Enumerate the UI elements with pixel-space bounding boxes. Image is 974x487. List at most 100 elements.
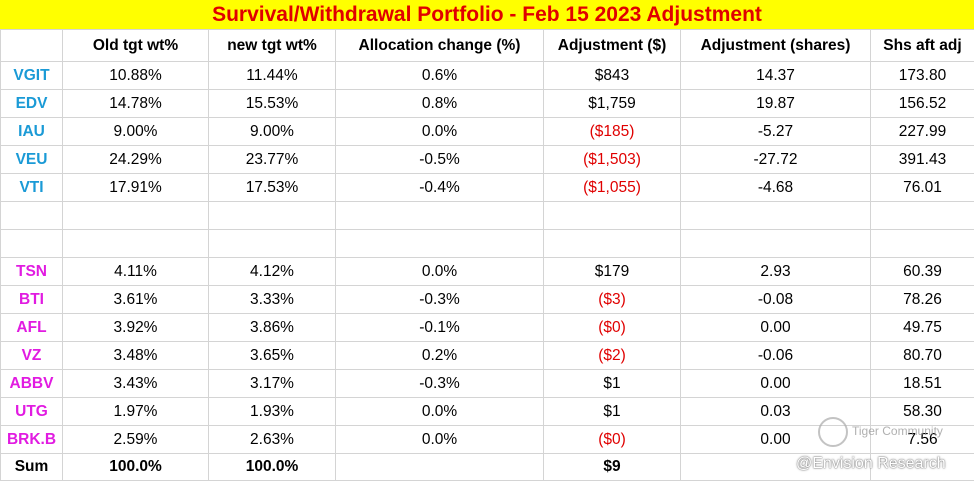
value-cell: -0.1% (335, 313, 544, 342)
value-cell: 17.53% (208, 173, 336, 202)
data-row: VGIT 10.88% 11.44% 0.6% $843 14.37 173.80 (0, 61, 974, 90)
value-cell: -0.4% (335, 173, 544, 202)
header-cell: Shs aft adj (870, 29, 974, 62)
value-cell: 3.43% (62, 369, 209, 398)
header-cell: Adjustment (shares) (680, 29, 871, 62)
sum-cell (680, 453, 871, 481)
value-cell: 60.39 (870, 257, 974, 286)
ticker-cell: ABBV (0, 369, 63, 398)
data-row: BTI 3.61% 3.33% -0.3% ($3) -0.08 78.26 (0, 285, 974, 314)
value-cell: 1.97% (62, 397, 209, 426)
sum-cell (870, 453, 974, 481)
value-cell: -4.68 (680, 173, 871, 202)
value-cell: -0.06 (680, 341, 871, 370)
value-cell: 0.0% (335, 257, 544, 286)
header-cell: Adjustment ($) (543, 29, 681, 62)
value-cell: -5.27 (680, 117, 871, 146)
blank-cell (0, 229, 63, 258)
blank-row (0, 201, 974, 230)
data-row: UTG 1.97% 1.93% 0.0% $1 0.03 58.30 (0, 397, 974, 426)
watermark-community: Tiger Community (818, 417, 943, 447)
blank-cell (335, 201, 544, 230)
blank-cell (0, 201, 63, 230)
blank-cell (208, 229, 336, 258)
value-cell: -0.08 (680, 285, 871, 314)
sum-cell (335, 453, 544, 481)
watermark-author: @Envision Research (796, 455, 946, 472)
value-cell: 3.86% (208, 313, 336, 342)
value-cell: 19.87 (680, 89, 871, 118)
value-cell: ($0) (543, 313, 681, 342)
ticker-cell: UTG (0, 397, 63, 426)
value-cell: 80.70 (870, 341, 974, 370)
value-cell: 7.56 (870, 425, 974, 454)
header-row: Old tgt wt% new tgt wt% Allocation change … (0, 29, 974, 62)
value-cell: 3.48% (62, 341, 209, 370)
value-cell: 49.75 (870, 313, 974, 342)
value-cell: 10.88% (62, 61, 209, 90)
value-cell: 23.77% (208, 145, 336, 174)
value-cell: 24.29% (62, 145, 209, 174)
sum-cell: Sum (0, 453, 63, 481)
value-cell: 14.78% (62, 89, 209, 118)
value-cell: 0.6% (335, 61, 544, 90)
ticker-cell: BRK.B (0, 425, 63, 454)
value-cell: 58.30 (870, 397, 974, 426)
blank-cell (870, 229, 974, 258)
value-cell: 2.93 (680, 257, 871, 286)
blank-cell (208, 201, 336, 230)
value-cell: -0.3% (335, 285, 544, 314)
data-row: TSN 4.11% 4.12% 0.0% $179 2.93 60.39 (0, 257, 974, 286)
title: Survival/Withdrawal Portfolio - Feb 15 2… (0, 0, 974, 29)
value-cell: ($2) (543, 341, 681, 370)
ticker-cell: VGIT (0, 61, 63, 90)
ticker-cell: VTI (0, 173, 63, 202)
value-cell: 11.44% (208, 61, 336, 90)
value-cell: -0.3% (335, 369, 544, 398)
portfolio-table: Old tgt wt% new tgt wt% Allocation change … (0, 29, 974, 481)
blank-cell (335, 229, 544, 258)
value-cell: 0.0% (335, 117, 544, 146)
data-row: VTI 17.91% 17.53% -0.4% ($1,055) -4.68 76.01 (0, 173, 974, 202)
ticker-cell: EDV (0, 89, 63, 118)
blank-cell (62, 229, 209, 258)
ticker-cell: AFL (0, 313, 63, 342)
value-cell: $1 (543, 397, 681, 426)
value-cell: 18.51 (870, 369, 974, 398)
value-cell: $1 (543, 369, 681, 398)
value-cell: 0.0% (335, 425, 544, 454)
value-cell: 391.43 (870, 145, 974, 174)
data-row: VEU 24.29% 23.77% -0.5% ($1,503) -27.72 391.43 (0, 145, 974, 174)
blank-cell (543, 201, 681, 230)
value-cell: 3.33% (208, 285, 336, 314)
ticker-cell: VEU (0, 145, 63, 174)
value-cell: 9.00% (208, 117, 336, 146)
watermark-text: Tiger Community (852, 424, 943, 439)
value-cell: 4.12% (208, 257, 336, 286)
value-cell: ($0) (543, 425, 681, 454)
ticker-cell: BTI (0, 285, 63, 314)
value-cell: -0.5% (335, 145, 544, 174)
value-cell: 156.52 (870, 89, 974, 118)
value-cell: $1,759 (543, 89, 681, 118)
value-cell: ($3) (543, 285, 681, 314)
value-cell: 173.80 (870, 61, 974, 90)
value-cell: 78.26 (870, 285, 974, 314)
data-row: EDV 14.78% 15.53% 0.8% $1,759 19.87 156.52 (0, 89, 974, 118)
value-cell: ($1,055) (543, 173, 681, 202)
sum-cell: 100.0% (208, 453, 336, 481)
value-cell: 0.0% (335, 397, 544, 426)
value-cell: 3.17% (208, 369, 336, 398)
sum-cell: 100.0% (62, 453, 209, 481)
value-cell: 4.11% (62, 257, 209, 286)
value-cell: 14.37 (680, 61, 871, 90)
value-cell: 76.01 (870, 173, 974, 202)
ticker-cell: VZ (0, 341, 63, 370)
value-cell: -27.72 (680, 145, 871, 174)
data-row: IAU 9.00% 9.00% 0.0% ($185) -5.27 227.99 (0, 117, 974, 146)
value-cell: 1.93% (208, 397, 336, 426)
value-cell: $843 (543, 61, 681, 90)
blank-cell (870, 201, 974, 230)
